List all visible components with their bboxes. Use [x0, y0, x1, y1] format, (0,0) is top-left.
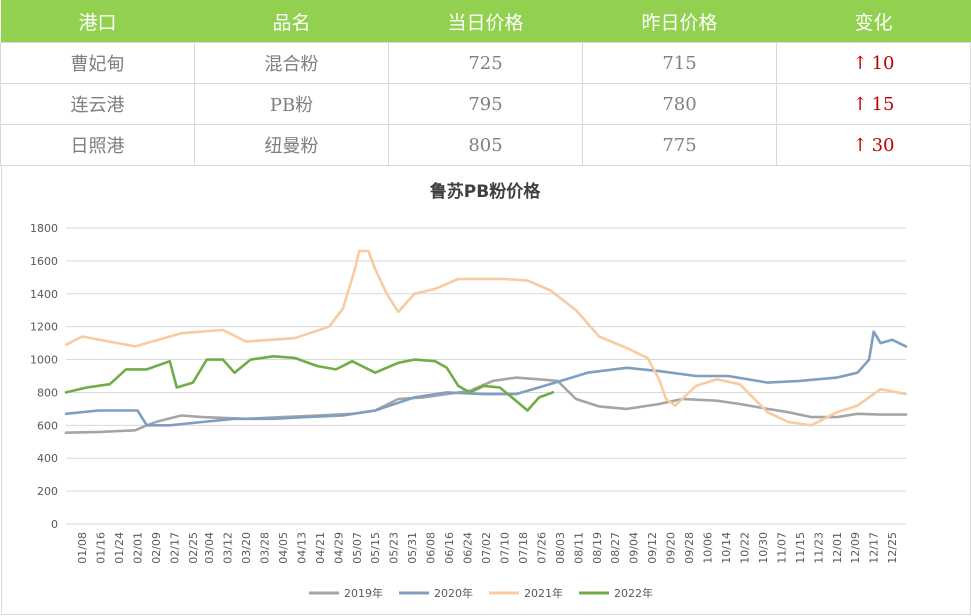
x-tick-label: 08/19 [591, 532, 604, 564]
x-tick-label: 02/01 [132, 532, 145, 564]
cell-port: 连云港 [0, 83, 195, 125]
x-tick-label: 03/28 [258, 532, 271, 564]
cell-product: PB粉 [194, 83, 389, 125]
y-tick-label: 1600 [30, 255, 58, 268]
x-tick-label: 05/31 [406, 532, 419, 564]
x-tick-label: 12/25 [886, 532, 899, 564]
table-row: 曹妃甸 混合粉 725 715 ↑ 10 [0, 42, 971, 84]
x-tick-label: 06/16 [443, 532, 456, 564]
series-line [64, 330, 908, 427]
cell-yesterday: 715 [582, 42, 777, 84]
series-line [64, 249, 908, 427]
x-tick-label: 03/04 [203, 532, 216, 564]
price-table: 港口 品名 当日价格 昨日价格 变化 曹妃甸 混合粉 725 715 ↑ 10 连… [0, 0, 971, 166]
x-tick-label: 03/20 [240, 532, 253, 564]
x-tick-label: 07/02 [480, 532, 493, 564]
cell-yesterday: 775 [582, 124, 777, 166]
cell-today: 805 [388, 124, 583, 166]
table-row: 日照港 纽曼粉 805 775 ↑ 30 [0, 124, 971, 166]
y-tick-label: 800 [37, 386, 58, 399]
change-value: 10 [871, 52, 895, 74]
x-tick-label: 02/25 [187, 532, 200, 564]
legend-label: 2022年 [614, 586, 653, 600]
change-value: 30 [871, 134, 895, 156]
cell-today: 795 [388, 83, 583, 125]
table-row: 连云港 PB粉 795 780 ↑ 15 [0, 83, 971, 125]
cell-change: ↑ 30 [776, 124, 971, 166]
x-tick-label: 12/09 [849, 532, 862, 564]
x-tick-label: 02/17 [168, 532, 181, 564]
x-tick-label: 08/03 [554, 532, 567, 564]
legend-label: 2019年 [344, 586, 383, 600]
x-tick-label: 03/12 [222, 532, 235, 564]
x-tick-label: 04/13 [295, 532, 308, 564]
chart-title: 鲁苏PB粉价格 [430, 181, 541, 202]
header-product: 品名 [194, 0, 389, 43]
x-tick-label: 09/20 [665, 532, 678, 564]
x-tick-label: 08/27 [609, 532, 622, 564]
x-tick-label: 10/30 [757, 532, 770, 564]
cell-today: 725 [388, 42, 583, 84]
header-port: 港口 [0, 0, 195, 43]
y-tick-label: 400 [37, 452, 58, 465]
header-yesterday-price: 昨日价格 [582, 0, 777, 43]
legend-label: 2021年 [524, 586, 563, 600]
x-tick-label: 06/08 [425, 532, 438, 564]
x-tick-label: 09/28 [683, 532, 696, 564]
series-line [64, 376, 908, 435]
x-tick-label: 07/26 [535, 532, 548, 564]
series-line [64, 354, 555, 412]
x-tick-label: 05/15 [369, 532, 382, 564]
x-tick-label: 09/04 [628, 532, 641, 564]
up-arrow-icon: ↑ [852, 93, 868, 115]
x-tick-label: 05/07 [351, 532, 364, 564]
x-tick-label: 05/23 [388, 532, 401, 564]
x-tick-label: 04/05 [277, 532, 290, 564]
x-tick-label: 12/01 [831, 532, 844, 564]
x-tick-label: 11/23 [812, 532, 825, 564]
x-tick-label: 08/11 [572, 532, 585, 564]
x-tick-label: 11/07 [775, 532, 788, 564]
x-tick-label: 01/24 [113, 532, 126, 564]
y-tick-label: 1400 [30, 288, 58, 301]
x-tick-label: 09/12 [646, 532, 659, 564]
up-arrow-icon: ↑ [852, 134, 868, 156]
x-tick-label: 07/10 [498, 532, 511, 564]
up-arrow-icon: ↑ [852, 52, 868, 74]
x-tick-label: 01/08 [76, 532, 89, 564]
x-tick-label: 10/22 [738, 532, 751, 564]
x-tick-label: 10/06 [702, 532, 715, 564]
x-tick-label: 11/15 [794, 532, 807, 564]
y-tick-label: 1800 [30, 222, 58, 235]
x-tick-label: 12/17 [868, 532, 881, 564]
y-tick-label: 600 [37, 419, 58, 432]
x-tick-label: 04/29 [332, 532, 345, 564]
x-tick-label: 01/16 [95, 532, 108, 564]
x-tick-label: 10/14 [720, 532, 733, 564]
y-tick-label: 1000 [30, 354, 58, 367]
change-value: 15 [871, 93, 895, 115]
legend-label: 2020年 [434, 586, 473, 600]
x-tick-label: 07/18 [517, 532, 530, 564]
x-tick-label: 06/24 [462, 532, 475, 564]
table-header-row: 港口 品名 当日价格 昨日价格 变化 [0, 0, 971, 43]
cell-yesterday: 780 [582, 83, 777, 125]
y-tick-label: 1200 [30, 321, 58, 334]
cell-product: 纽曼粉 [194, 124, 389, 166]
cell-port: 日照港 [0, 124, 195, 166]
cell-port: 曹妃甸 [0, 42, 195, 84]
x-tick-label: 04/21 [314, 532, 327, 564]
header-change: 变化 [776, 0, 971, 43]
header-today-price: 当日价格 [388, 0, 583, 43]
y-tick-label: 200 [37, 485, 58, 498]
x-tick-label: 02/09 [150, 532, 163, 564]
cell-change: ↑ 15 [776, 83, 971, 125]
y-tick-label: 0 [51, 518, 58, 531]
